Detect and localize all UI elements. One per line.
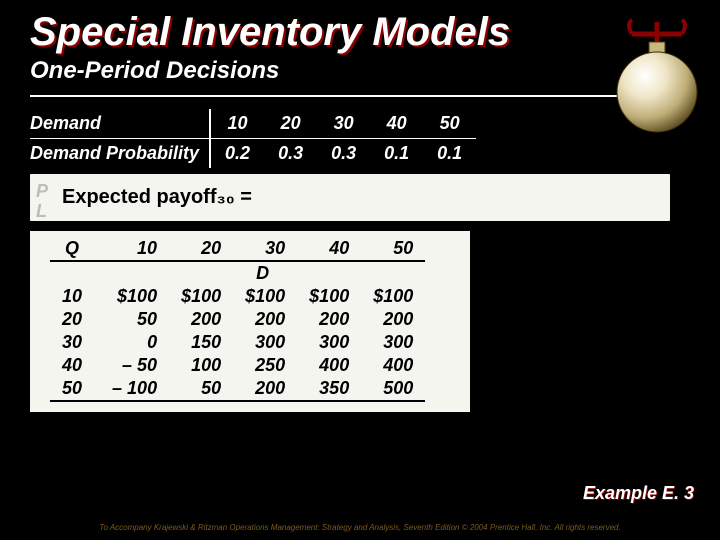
demand-val: 30 [317,109,370,139]
payoff-cell: – 100 [100,377,169,401]
payoff-cell: 200 [361,308,425,331]
demand-val: 20 [264,109,317,139]
divider [30,95,650,97]
demand-table: Demand 10 20 30 40 50 Demand Probability… [30,109,476,168]
payoff-cell: $100 [100,285,169,308]
q-value: 50 [50,377,100,401]
payoff-cell: 300 [297,331,361,354]
payoff-cell: 500 [361,377,425,401]
faded-label: P L [36,182,48,222]
payoff-cell: $100 [169,285,233,308]
payoff-cell: 400 [297,354,361,377]
expected-payoff-callout: P L Expected payoff₃₀ = [30,174,670,221]
slide: Special Inventory Models One-Period Deci… [0,0,720,540]
payoff-cell: 350 [297,377,361,401]
page-subtitle: One-Period Decisions [30,57,690,85]
payoff-table: D Q 10 20 30 40 50 10$100$100$100$100$10… [50,237,425,402]
payoff-cell: 400 [361,354,425,377]
payoff-cell: $100 [361,285,425,308]
col-header: 50 [361,237,425,261]
payoff-table-wrap: D Q 10 20 30 40 50 10$100$100$100$100$10… [30,231,470,412]
probability-val: 0.3 [264,139,317,169]
d-header: D [100,261,425,285]
callout-text: Expected payoff₃₀ = [62,186,252,208]
payoff-cell: 300 [233,331,297,354]
ornament-icon [612,14,702,134]
col-header: 10 [100,237,169,261]
payoff-cell: 300 [361,331,425,354]
q-header: Q [50,237,100,261]
col-header: 20 [169,237,233,261]
payoff-cell: 150 [169,331,233,354]
demand-val: 40 [370,109,423,139]
payoff-cell: 0 [100,331,169,354]
footer-text: To Accompany Krajewski & Ritzman Operati… [0,523,720,532]
payoff-cell: 200 [297,308,361,331]
payoff-cell: 200 [169,308,233,331]
demand-val: 50 [423,109,476,139]
q-value: 30 [50,331,100,354]
payoff-cell: 200 [233,308,297,331]
faded-p: P [36,181,48,201]
probability-label: Demand Probability [30,139,210,169]
example-label: Example E. 3 [583,483,694,504]
demand-label: Demand [30,109,210,139]
probability-val: 0.2 [210,139,264,169]
faded-l: L [36,201,47,221]
payoff-cell: 50 [169,377,233,401]
payoff-cell: – 50 [100,354,169,377]
q-value: 20 [50,308,100,331]
col-header: 40 [297,237,361,261]
payoff-cell: 200 [233,377,297,401]
probability-val: 0.1 [370,139,423,169]
payoff-cell: 250 [233,354,297,377]
q-value: 10 [50,285,100,308]
payoff-cell: 100 [169,354,233,377]
probability-val: 0.3 [317,139,370,169]
demand-val: 10 [210,109,264,139]
page-title: Special Inventory Models [30,10,690,55]
probability-val: 0.1 [423,139,476,169]
payoff-cell: $100 [233,285,297,308]
payoff-cell: $100 [297,285,361,308]
col-header: 30 [233,237,297,261]
payoff-cell: 50 [100,308,169,331]
q-value: 40 [50,354,100,377]
